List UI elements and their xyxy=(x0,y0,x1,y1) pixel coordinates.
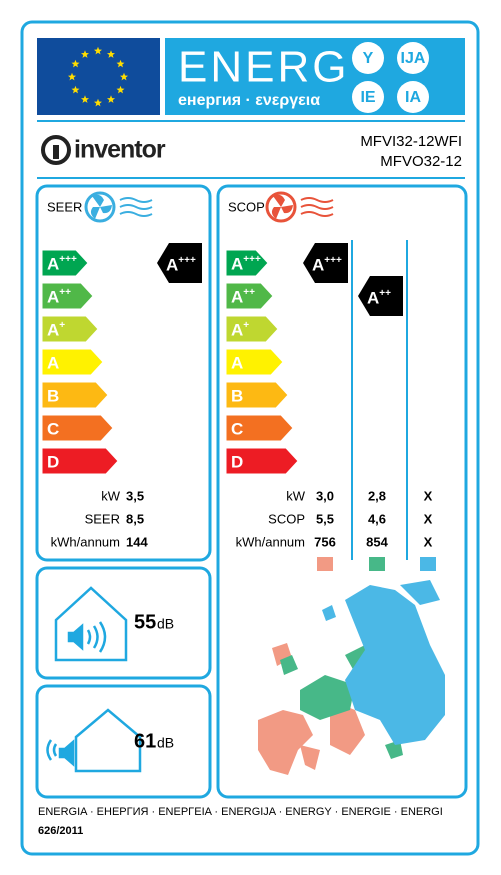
class-label: D xyxy=(231,452,243,471)
class-arrow xyxy=(225,315,279,343)
row-label: kW xyxy=(286,488,306,503)
zone-swatch xyxy=(369,557,385,571)
class-arrow xyxy=(225,381,289,409)
heating-panel xyxy=(216,184,468,799)
class-arrow xyxy=(41,381,109,409)
suffix: Y xyxy=(363,50,374,67)
class-arrow xyxy=(41,414,114,442)
class-label: D xyxy=(47,452,59,471)
class-label: A xyxy=(231,353,243,372)
brand-logo-bar xyxy=(53,145,59,159)
class-indicator xyxy=(157,243,202,283)
class-indicator xyxy=(358,276,403,316)
flag-star xyxy=(107,50,115,58)
regulation: 626/2011 xyxy=(38,825,83,837)
class-arrow xyxy=(41,282,94,310)
row-label: kWh/annum xyxy=(236,534,305,549)
class-arrow xyxy=(41,348,104,376)
class-arrow xyxy=(225,447,299,475)
row-value: 5,5 xyxy=(316,511,334,526)
row-value: 3,0 xyxy=(316,488,334,503)
flag-star xyxy=(116,59,125,68)
header-title: ENERG xyxy=(178,43,349,92)
outdoor-noise-panel xyxy=(35,684,212,799)
row-label: kW xyxy=(101,488,121,503)
row-value: 756 xyxy=(314,534,336,549)
class-label: B xyxy=(47,386,59,405)
row-label: SEER xyxy=(85,511,120,526)
heating-label: SCOP xyxy=(228,199,265,214)
row-value: X xyxy=(424,511,433,526)
suffix: IA xyxy=(405,89,421,106)
flag-star xyxy=(71,85,80,94)
flag-star xyxy=(71,59,80,68)
noise-icon xyxy=(46,586,142,773)
indoor-noise-panel xyxy=(35,566,212,680)
class-arrow xyxy=(41,249,89,277)
suffix: IE xyxy=(360,89,375,106)
zone-swatch xyxy=(420,557,436,571)
row-value: 144 xyxy=(126,534,148,549)
brand-logo xyxy=(41,135,71,165)
suffix-circle xyxy=(397,81,429,113)
class-arrow xyxy=(225,282,274,310)
row-value: 2,8 xyxy=(368,488,386,503)
flag-star xyxy=(81,95,89,103)
row-value: 854 xyxy=(366,534,388,549)
model: MFVO32-12 xyxy=(380,153,462,170)
class-indicator xyxy=(303,243,348,283)
flag-star xyxy=(116,85,125,94)
suffix-circle xyxy=(352,81,384,113)
class-label: C xyxy=(231,419,243,438)
class-arrow xyxy=(225,414,294,442)
indoor-noise: 55 xyxy=(134,611,156,633)
class-label: A xyxy=(47,353,59,372)
class-arrow xyxy=(225,249,269,277)
noise-unit: dB xyxy=(157,735,174,751)
footer-languages: ENERGIA · ЕНЕРГИЯ · ΕΝΕΡΓΕΙΑ · ENERGIJA … xyxy=(38,806,443,818)
suffix-circle xyxy=(352,42,384,74)
suffix-circle xyxy=(397,42,429,74)
row-value: X xyxy=(424,488,433,503)
class-arrow xyxy=(225,348,284,376)
flag-star xyxy=(120,72,128,81)
class-label: C xyxy=(47,419,59,438)
noise-unit: dB xyxy=(157,616,174,632)
flag-star xyxy=(68,72,76,81)
row-label: SCOP xyxy=(268,511,305,526)
header-subtitle: енергия · ενεργεια xyxy=(178,92,320,109)
zone-swatch xyxy=(317,557,333,571)
brand: inventor xyxy=(74,136,166,164)
heating-fan-icon xyxy=(265,191,334,223)
class-label: B xyxy=(231,386,243,405)
flag-star xyxy=(81,50,89,58)
flag-stars xyxy=(68,46,128,107)
row-value: 3,5 xyxy=(126,488,144,503)
row-value: 8,5 xyxy=(126,511,144,526)
class-arrow xyxy=(41,447,119,475)
row-value: X xyxy=(424,534,433,549)
cooling-panel xyxy=(35,184,212,562)
model: MFVI32-12WFI xyxy=(360,133,462,150)
row-label: kWh/annum xyxy=(51,534,120,549)
flag-star xyxy=(94,98,102,107)
flag-star xyxy=(94,46,102,55)
flag-star xyxy=(107,95,115,103)
cooling-label: SEER xyxy=(47,199,82,214)
class-arrow xyxy=(41,315,99,343)
row-value: 4,6 xyxy=(368,511,386,526)
cooling-fan-icon xyxy=(84,191,153,223)
europe-map xyxy=(258,580,445,775)
suffix: IJA xyxy=(401,50,426,67)
outdoor-noise: 61 xyxy=(134,730,156,752)
